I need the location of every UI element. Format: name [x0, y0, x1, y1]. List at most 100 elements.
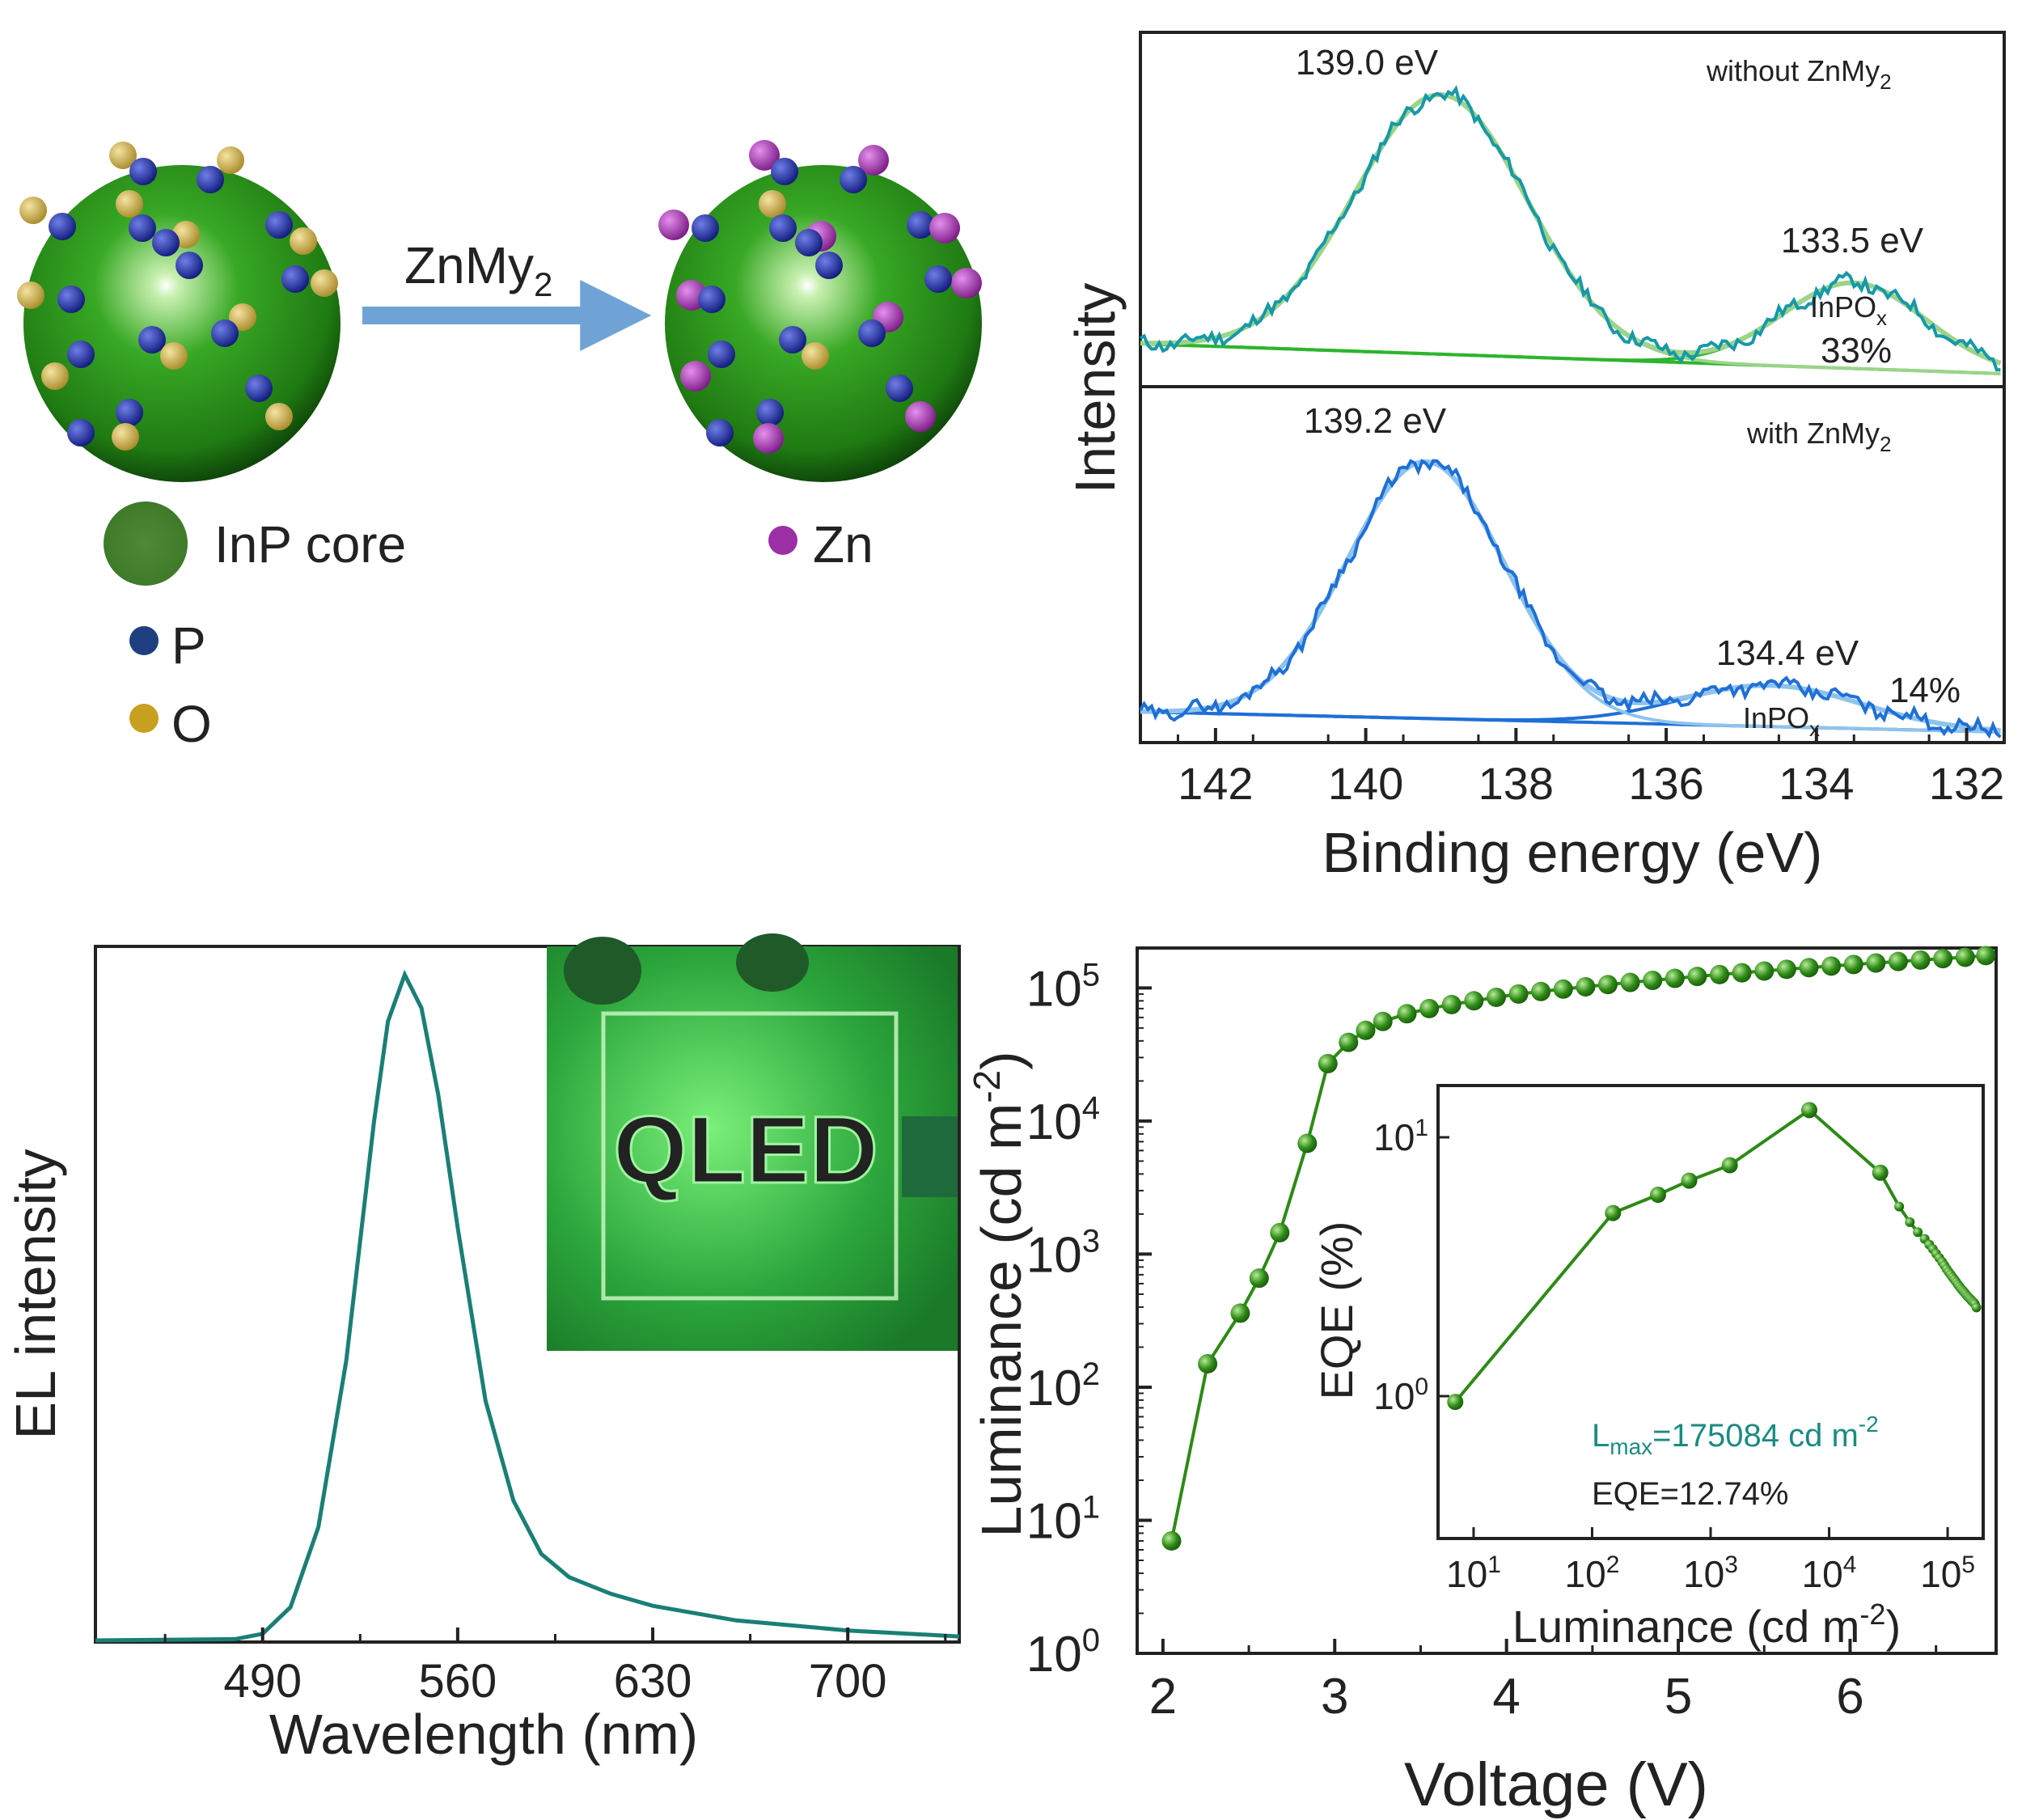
lv-frame: [1136, 946, 1998, 1655]
el-frame: [94, 945, 961, 1644]
legend-zn-swatch: [768, 526, 797, 555]
lv-data-point: [1531, 981, 1551, 1001]
eqe-inset: 101 102 103 104 105 100 101 Luminance (cd m-2)…: [1311, 1084, 1985, 1652]
lv-data-point: [1297, 1133, 1318, 1153]
lv-ticks: 2 3 4 5 6 100 101 102 103 104 105: [1026, 957, 1938, 1725]
xps-raw-data: [1139, 459, 2002, 739]
zinc-atom: [749, 140, 780, 171]
probe-left: [564, 937, 641, 1005]
phosphorus-atom: [924, 265, 952, 293]
eqe-data-point: [1447, 1394, 1464, 1411]
phosphorus-atom: [815, 252, 843, 279]
el-x-tick-label: 630: [614, 1655, 692, 1708]
lv-data-point: [1732, 963, 1752, 983]
qled-device-outline: [601, 1011, 899, 1301]
phosphorus-atom: [779, 326, 806, 353]
lv-data-point: [1486, 987, 1506, 1007]
zinc-atom: [929, 213, 960, 243]
eqe-data-point: [1971, 1302, 1982, 1313]
lv-data-point: [1710, 964, 1730, 984]
xps-x-tick-label: 138: [1478, 758, 1554, 809]
phosphorus-atom: [886, 375, 913, 402]
xps-raw-data: [1139, 85, 2001, 372]
phosphorus-atom: [756, 399, 784, 426]
xps-panel: 142 140 138 136 134 132 Binding energy (eV) I…: [1064, 31, 2006, 884]
eqe-data-point: [1913, 1227, 1923, 1238]
phosphorus-atom: [138, 326, 166, 353]
xps-top-percent: 33%: [1821, 331, 1892, 370]
xps-bottom-peak1-label: 139.2 eV: [1304, 401, 1447, 441]
zinc-atom: [753, 423, 784, 454]
phosphorus-atom: [197, 166, 224, 193]
legend-o-swatch: [129, 704, 159, 733]
lv-y-axis-label: Luminance (cd m-2): [966, 1051, 1033, 1537]
legend-core-swatch: [104, 502, 188, 586]
lv-data-point: [1373, 1011, 1393, 1031]
el-x-axis-label: Wavelength (nm): [269, 1703, 698, 1766]
xps-top-condition-label: without ZnMy2: [1706, 54, 1892, 94]
zinc-atom: [951, 268, 982, 298]
el-spectrum-line: [95, 969, 960, 1643]
phosphorus-atom: [116, 399, 143, 426]
lv-data-point: [1910, 950, 1931, 970]
eqe-data-point: [1905, 1217, 1915, 1227]
lv-data-point: [1198, 1353, 1218, 1373]
phosphorus-atom: [129, 214, 156, 242]
lv-x-tick-label: 3: [1321, 1669, 1348, 1725]
phosphorus-atom: [57, 286, 85, 313]
eqe-y-tick-label: 100: [1373, 1373, 1428, 1417]
xps-x-tick-label: 140: [1328, 758, 1403, 809]
lv-data-point: [1643, 970, 1663, 990]
phosphorus-atom: [245, 375, 273, 402]
eqe-value-annotation: EQE=12.74%: [1592, 1476, 1789, 1512]
lv-data-point: [1976, 946, 1996, 966]
lv-data-point: [1464, 991, 1484, 1011]
oxygen-atom: [41, 362, 69, 390]
eqe-data-point: [1605, 1204, 1622, 1221]
xps-fit-envelope: [1140, 459, 2001, 733]
legend-core-label: InP core: [214, 515, 406, 574]
xps-bottom-peak2-label: 134.4 eV: [1716, 633, 1859, 673]
probe-right: [736, 933, 809, 992]
eqe-x-tick-label: 104: [1802, 1551, 1857, 1595]
oxygen-atom: [217, 146, 244, 174]
oxygen-atom: [759, 190, 786, 218]
el-y-axis-label: EL intensity: [4, 1149, 67, 1439]
zinc-atom: [680, 361, 711, 392]
lv-data-point: [1508, 984, 1529, 1004]
eqe-data-point: [1649, 1186, 1666, 1203]
el-panel: QLED 490 560 630 700 Wavelength (nm) EL int…: [4, 933, 961, 1766]
lv-y-tick-label: 105: [1026, 957, 1100, 1017]
oxygen-atom: [290, 227, 317, 255]
lv-data-point: [1356, 1020, 1376, 1040]
lv-x-tick-label: 2: [1149, 1669, 1177, 1725]
el-x-tick-label: 490: [223, 1655, 302, 1708]
lv-data-point: [1553, 979, 1573, 999]
el-x-tick-label: 700: [809, 1655, 887, 1708]
lv-y-tick-label: 102: [1026, 1357, 1100, 1416]
eqe-x-tick-label: 102: [1565, 1551, 1620, 1595]
lv-data-point: [1821, 956, 1842, 976]
phosphorus-atom: [152, 229, 180, 256]
qled-photo-inset: QLED: [547, 933, 958, 1351]
eqe-y-tick-label: 101: [1373, 1115, 1428, 1158]
lv-data-point: [1799, 958, 1819, 978]
legend-o-label: O: [171, 695, 212, 753]
lv-y-tick-label: 104: [1026, 1090, 1100, 1150]
lv-x-tick-label: 6: [1836, 1669, 1863, 1725]
schematic-panel: ZnMy2 InP core Zn P O: [17, 140, 982, 753]
xps-main-component: [1140, 459, 2001, 734]
eqe-data-point: [1894, 1201, 1905, 1212]
lv-data-point: [1318, 1053, 1338, 1073]
lv-data-point: [1339, 1032, 1359, 1052]
lv-y-tick-label: 103: [1026, 1223, 1100, 1283]
lv-x-axis-label: Voltage (V): [1404, 1750, 1708, 1819]
phosphorus-atom: [129, 158, 157, 185]
lv-data-point: [1843, 954, 1863, 975]
lv-data-point: [1441, 994, 1462, 1014]
lv-points: [1161, 946, 1996, 1551]
phosphorus-atom: [858, 320, 886, 347]
lv-data-point: [1754, 961, 1775, 981]
eqe-x-tick-label: 105: [1920, 1551, 1975, 1595]
reagent-label: ZnMy2: [404, 236, 552, 303]
